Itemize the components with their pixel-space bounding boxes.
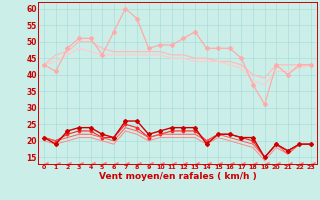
X-axis label: Vent moyen/en rafales ( km/h ): Vent moyen/en rafales ( km/h )	[99, 172, 256, 181]
